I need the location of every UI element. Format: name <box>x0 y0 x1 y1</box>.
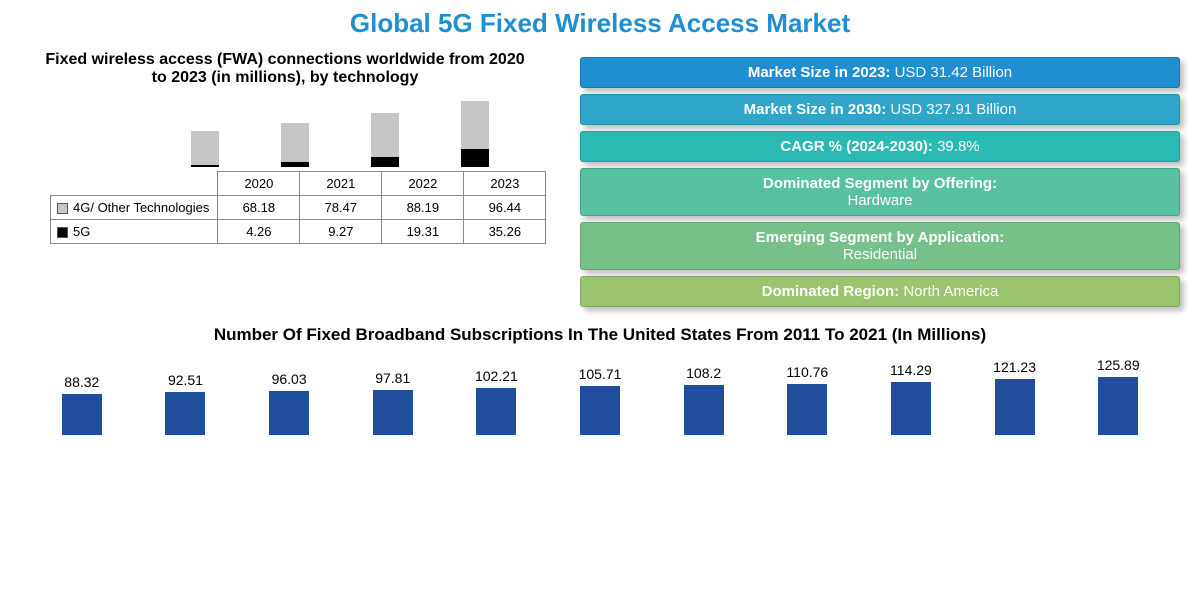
broadband-bar-column: 108.2 <box>652 365 756 435</box>
fwa-bar-column <box>250 97 340 167</box>
stat-label: Market Size in 2023: <box>748 64 895 81</box>
page-title: Global 5G Fixed Wireless Access Market <box>20 8 1180 39</box>
broadband-bar-column: 114.29 <box>859 362 963 435</box>
bar <box>580 386 620 435</box>
stat-box: Market Size in 2023: USD 31.42 Billion <box>580 57 1180 88</box>
bar-value-label: 121.23 <box>993 359 1036 375</box>
stat-value: USD 31.42 Billion <box>895 64 1013 81</box>
bar-segment <box>461 101 489 149</box>
legend-swatch <box>57 203 68 214</box>
broadband-bar-chart: 88.32 92.51 96.03 97.81 102.21 105.71 108.2 110… <box>20 355 1180 435</box>
bar <box>684 385 724 435</box>
fwa-data-table: 2020202120222023 4G/ Other Technologies68… <box>50 171 546 244</box>
fwa-chart-heading: Fixed wireless access (FWA) connections … <box>20 51 550 87</box>
year-header: 2023 <box>464 172 546 196</box>
upper-row: Fixed wireless access (FWA) connections … <box>20 51 1180 307</box>
stat-label: Market Size in 2030: <box>744 101 891 118</box>
bar-segment <box>281 162 309 167</box>
stat-box: Dominated Segment by Offering: Hardware <box>580 168 1180 216</box>
stat-box-column: Market Size in 2023: USD 31.42 BillionMa… <box>580 51 1180 307</box>
stat-box: Market Size in 2030: USD 327.91 Billion <box>580 94 1180 125</box>
data-cell: 96.44 <box>464 196 546 220</box>
fwa-bar-column <box>340 97 430 167</box>
broadband-bar-column: 121.23 <box>963 359 1067 435</box>
broadband-bar-column: 125.89 <box>1066 357 1170 435</box>
broadband-chart-heading: Number Of Fixed Broadband Subscriptions … <box>20 325 1180 345</box>
bar <box>373 390 413 435</box>
bar <box>891 382 931 435</box>
bar-segment <box>371 157 399 167</box>
stat-box: CAGR % (2024-2030): 39.8% <box>580 131 1180 162</box>
bar-value-label: 108.2 <box>686 365 721 381</box>
data-cell: 4.26 <box>218 220 300 244</box>
bar-value-label: 96.03 <box>272 371 307 387</box>
data-cell: 9.27 <box>300 220 382 244</box>
series-row-header: 4G/ Other Technologies <box>51 196 218 220</box>
stat-value: 39.8% <box>937 138 980 155</box>
bar-value-label: 97.81 <box>375 370 410 386</box>
left-column: Fixed wireless access (FWA) connections … <box>20 51 550 307</box>
broadband-bar-column: 102.21 <box>445 368 549 435</box>
bar <box>787 384 827 435</box>
stat-value: Hardware <box>847 192 912 209</box>
bar-segment <box>371 113 399 157</box>
bar <box>995 379 1035 435</box>
fwa-bar-column <box>430 97 520 167</box>
data-cell: 68.18 <box>218 196 300 220</box>
data-cell: 88.19 <box>382 196 464 220</box>
stat-label: Dominated Region: <box>762 283 904 300</box>
series-row-header: 5G <box>51 220 218 244</box>
bar-value-label: 92.51 <box>168 372 203 388</box>
stat-label: Dominated Segment by Offering: <box>593 175 1167 192</box>
year-header: 2020 <box>218 172 300 196</box>
data-cell: 78.47 <box>300 196 382 220</box>
broadband-bar-column: 110.76 <box>755 364 859 435</box>
bar <box>269 391 309 435</box>
bar-segment <box>281 123 309 162</box>
legend-swatch <box>57 227 68 238</box>
data-cell: 35.26 <box>464 220 546 244</box>
bar-value-label: 88.32 <box>64 374 99 390</box>
stat-box: Emerging Segment by Application: Residen… <box>580 222 1180 270</box>
bar-segment <box>191 131 219 165</box>
bar <box>476 388 516 435</box>
broadband-bar-column: 97.81 <box>341 370 445 435</box>
broadband-bar-column: 92.51 <box>134 372 238 435</box>
bar-value-label: 110.76 <box>786 364 828 380</box>
stat-value: Residential <box>843 246 917 263</box>
bar-value-label: 125.89 <box>1097 357 1140 373</box>
bar-value-label: 105.71 <box>579 366 622 382</box>
broadband-bar-column: 96.03 <box>237 371 341 435</box>
stat-value: North America <box>903 283 998 300</box>
stat-value: USD 327.91 Billion <box>890 101 1016 118</box>
fwa-bar-column <box>160 97 250 167</box>
bar <box>62 394 102 435</box>
year-header: 2022 <box>382 172 464 196</box>
stat-box: Dominated Region: North America <box>580 276 1180 307</box>
fwa-stacked-bar-chart <box>160 97 520 167</box>
bar-segment <box>191 165 219 167</box>
bar-segment <box>461 149 489 167</box>
stat-label: CAGR % (2024-2030): <box>780 138 937 155</box>
bar <box>1098 377 1138 435</box>
stat-label: Emerging Segment by Application: <box>593 229 1167 246</box>
broadband-bar-column: 88.32 <box>30 374 134 435</box>
year-header: 2021 <box>300 172 382 196</box>
bar-value-label: 102.21 <box>475 368 518 384</box>
bar <box>165 392 205 435</box>
data-cell: 19.31 <box>382 220 464 244</box>
bar-value-label: 114.29 <box>890 362 932 378</box>
broadband-bar-column: 105.71 <box>548 366 652 435</box>
